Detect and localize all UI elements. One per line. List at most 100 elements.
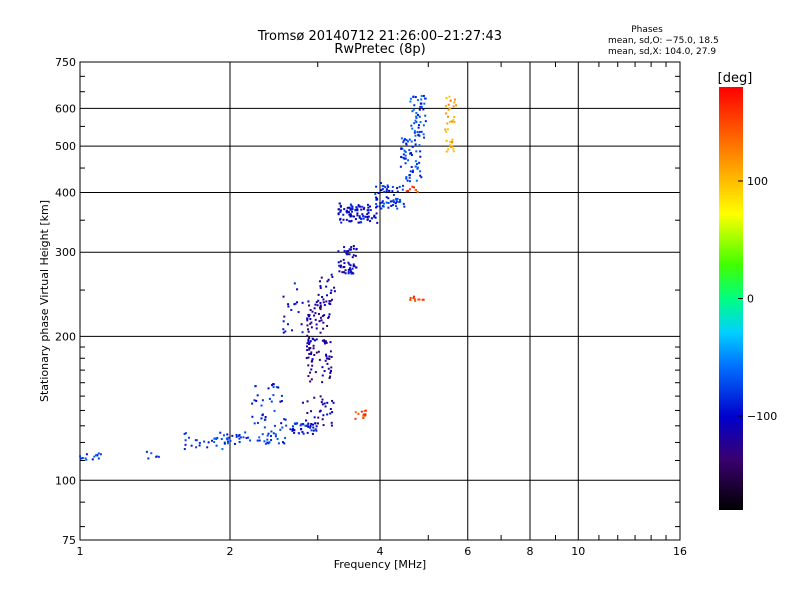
data-point — [381, 201, 384, 204]
data-point — [277, 442, 280, 445]
data-point — [238, 434, 241, 437]
data-point — [293, 303, 296, 306]
data-point — [270, 430, 273, 433]
data-point — [449, 140, 452, 143]
data-point — [324, 342, 327, 345]
data-point — [413, 139, 416, 142]
x-tick-label: 8 — [527, 545, 534, 558]
data-point — [214, 437, 217, 440]
y-tick-label: 75 — [62, 534, 76, 547]
data-point — [346, 253, 349, 256]
data-point — [381, 205, 384, 208]
y-axis-label: Stationary phase Virtual Height [km] — [38, 200, 51, 402]
data-point — [324, 405, 327, 408]
data-point — [330, 289, 333, 292]
data-point — [423, 136, 426, 139]
data-point — [306, 349, 309, 352]
data-point — [338, 270, 341, 273]
data-point — [413, 295, 416, 298]
data-point — [323, 339, 326, 342]
data-point — [414, 134, 417, 137]
y-tick-label: 300 — [55, 246, 76, 259]
data-point — [359, 205, 362, 208]
x-tick-label: 4 — [377, 545, 384, 558]
data-point — [306, 317, 309, 320]
data-point — [414, 189, 417, 192]
data-point — [311, 337, 314, 340]
data-point — [293, 431, 296, 434]
data-point — [276, 437, 279, 440]
data-point — [263, 440, 266, 443]
data-point — [312, 426, 315, 429]
data-point — [354, 254, 357, 257]
data-point — [322, 321, 325, 324]
data-point — [343, 262, 346, 265]
data-point — [367, 211, 370, 214]
data-point — [396, 207, 399, 210]
data-point — [354, 218, 357, 221]
data-point — [85, 458, 88, 461]
data-point — [360, 221, 363, 224]
data-point — [364, 409, 367, 412]
data-point — [307, 425, 310, 428]
data-point — [319, 306, 322, 309]
data-point — [369, 220, 372, 223]
data-point — [343, 265, 346, 268]
data-point — [307, 364, 310, 367]
data-point — [326, 357, 329, 360]
data-point — [316, 304, 319, 307]
data-point — [280, 394, 283, 397]
data-point — [281, 426, 284, 429]
data-point — [448, 95, 451, 98]
data-point — [321, 366, 324, 369]
data-point — [348, 213, 351, 216]
data-point — [363, 410, 366, 413]
data-point — [256, 439, 259, 442]
data-point — [350, 210, 353, 213]
colorbar-tick-label: 0 — [747, 293, 754, 306]
data-point — [396, 187, 399, 190]
data-point — [269, 434, 272, 437]
data-point — [96, 454, 99, 457]
data-point — [356, 208, 359, 211]
data-point — [291, 429, 294, 432]
data-point — [415, 112, 418, 115]
chart-title: Tromsø 20140712 21:26:00–21:27:43 — [257, 29, 502, 44]
data-point — [358, 216, 361, 219]
data-point — [254, 385, 257, 388]
data-point — [405, 177, 408, 180]
data-point — [321, 374, 324, 377]
data-point — [145, 450, 148, 453]
data-point — [406, 179, 409, 182]
data-point — [97, 457, 100, 460]
data-point — [352, 244, 355, 247]
data-point — [416, 166, 419, 169]
data-point — [313, 416, 316, 419]
data-point — [301, 301, 304, 304]
data-point — [410, 140, 413, 143]
data-point — [418, 161, 421, 164]
data-point — [317, 299, 320, 302]
y-tick-label: 200 — [55, 330, 76, 343]
data-point — [287, 305, 290, 308]
data-point — [452, 118, 455, 121]
data-point — [360, 218, 363, 221]
data-point — [319, 280, 322, 283]
data-point — [452, 150, 455, 153]
data-point — [282, 328, 285, 331]
data-point — [251, 415, 254, 418]
data-point — [415, 115, 418, 118]
data-point — [321, 295, 324, 298]
data-point — [416, 99, 419, 102]
data-points — [79, 94, 457, 461]
data-point — [343, 249, 346, 252]
data-point — [329, 371, 332, 374]
data-point — [444, 104, 447, 107]
data-point — [366, 209, 369, 212]
x-tick-label: 16 — [673, 545, 687, 558]
data-point — [329, 369, 332, 372]
data-point — [260, 404, 263, 407]
data-point — [184, 439, 187, 442]
data-point — [409, 100, 412, 103]
